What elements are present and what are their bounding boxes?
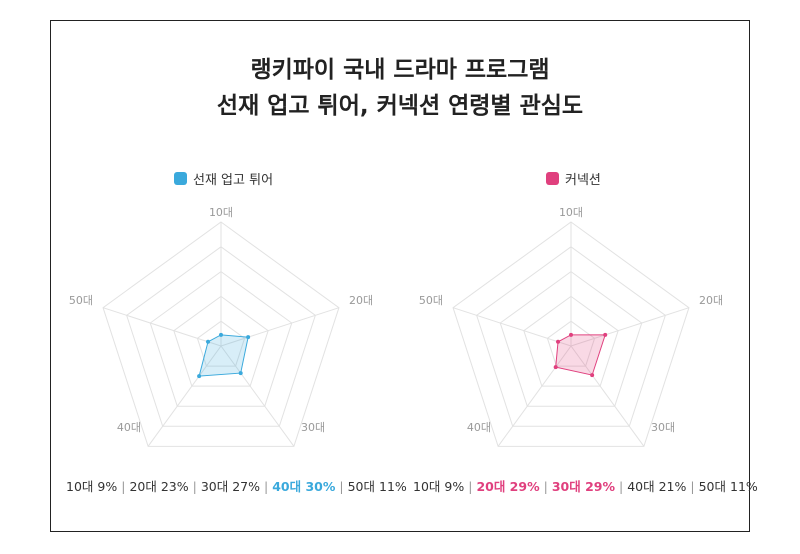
axis-label: 50대 bbox=[418, 294, 443, 307]
radar-ring bbox=[126, 246, 316, 427]
radar-data-point bbox=[590, 373, 595, 378]
radar-data-point bbox=[219, 332, 223, 337]
legend-right: 커넥션 bbox=[546, 169, 601, 188]
summary-left: 10대 9% | 20대 23% | 30대 27% | 40대 30% | 50대 11% bbox=[66, 476, 407, 495]
radar-data-point bbox=[197, 374, 202, 379]
radar-data-point bbox=[238, 371, 243, 376]
radar-spoke bbox=[147, 345, 222, 447]
radar-series-area bbox=[555, 334, 606, 376]
radar-ring bbox=[523, 295, 619, 387]
summary-item: 30대 27% bbox=[200, 479, 260, 494]
radar-ring bbox=[452, 221, 690, 447]
legend-label-left: 선재 업고 튀어 bbox=[193, 173, 274, 188]
axis-label: 10대 bbox=[558, 206, 584, 219]
summary-item: 20대 23% bbox=[129, 479, 189, 494]
title-line-1: 랭키파이 국내 드라마 프로그램 bbox=[250, 57, 550, 83]
summary-item: 20대 29% bbox=[476, 479, 540, 494]
radar-ring bbox=[476, 246, 666, 427]
summary-separator: | bbox=[264, 479, 269, 494]
summary-item: 10대 9% bbox=[66, 479, 118, 494]
chart-frame bbox=[50, 20, 750, 532]
radar-data-point bbox=[569, 332, 573, 337]
chart-title: 랭키파이 국내 드라마 프로그램 선재 업고 튀어, 커넥션 연령별 관심도 bbox=[0, 52, 800, 124]
legend-swatch-left bbox=[174, 172, 187, 185]
radar-ring bbox=[546, 320, 596, 367]
summary-separator: | bbox=[619, 479, 624, 494]
summary-item: 10대 9% bbox=[413, 479, 465, 494]
legend-left: 선재 업고 튀어 bbox=[174, 169, 273, 188]
axis-label: 50대 bbox=[68, 294, 93, 307]
radar-spoke bbox=[452, 307, 572, 347]
summary-separator: | bbox=[468, 479, 473, 494]
axis-label: 40대 bbox=[466, 421, 491, 434]
axis-label: 20대 bbox=[699, 294, 724, 307]
radar-spoke bbox=[497, 345, 572, 447]
radar-ring bbox=[149, 270, 293, 407]
summary-separator: | bbox=[121, 479, 126, 494]
axis-label: 30대 bbox=[301, 421, 326, 434]
axis-label: 20대 bbox=[349, 294, 374, 307]
radar-spoke bbox=[220, 345, 295, 447]
radar-spoke bbox=[570, 345, 645, 447]
summary-right: 10대 9% | 20대 29% | 30대 29% | 40대 21% | 50대 11% bbox=[413, 476, 758, 495]
radar-data-point bbox=[246, 335, 251, 340]
axis-label: 30대 bbox=[651, 421, 676, 434]
radar-ring bbox=[196, 320, 246, 367]
title-line-2: 선재 업고 튀어, 커넥션 연령별 관심도 bbox=[216, 93, 584, 119]
summary-item: 50대 11% bbox=[698, 479, 758, 494]
legend-swatch-right bbox=[546, 172, 559, 185]
radar-data-point bbox=[603, 332, 608, 337]
radar-spoke bbox=[220, 307, 340, 347]
summary-item: 50대 11% bbox=[347, 479, 407, 494]
summary-item: 30대 29% bbox=[551, 479, 615, 494]
summary-separator: | bbox=[543, 479, 548, 494]
radar-spoke bbox=[570, 307, 690, 347]
axis-label: 40대 bbox=[116, 421, 141, 434]
radar-spoke bbox=[102, 307, 222, 347]
radar-data-point bbox=[206, 339, 211, 344]
summary-separator: | bbox=[690, 479, 695, 494]
summary-separator: | bbox=[339, 479, 344, 494]
summary-separator: | bbox=[192, 479, 197, 494]
summary-item: 40대 30% bbox=[272, 479, 336, 494]
radar-ring bbox=[102, 221, 340, 447]
radar-series-area bbox=[198, 334, 249, 377]
radar-ring bbox=[173, 295, 269, 387]
radar-data-point bbox=[556, 339, 561, 344]
radar-data-point bbox=[553, 365, 558, 370]
radar-ring bbox=[499, 270, 643, 407]
summary-item: 40대 21% bbox=[627, 479, 687, 494]
axis-label: 10대 bbox=[208, 206, 234, 219]
legend-label-right: 커넥션 bbox=[565, 173, 601, 188]
